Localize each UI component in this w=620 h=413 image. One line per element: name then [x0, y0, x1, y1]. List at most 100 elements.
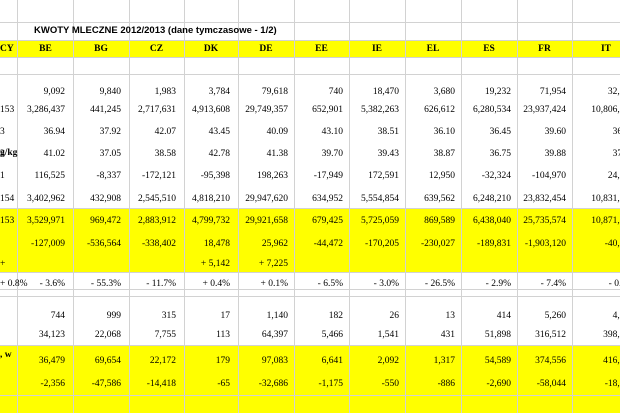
table-cell: 153 — [0, 216, 15, 226]
column-header-de: DE — [259, 44, 273, 54]
table-cell: 38.87 — [433, 149, 455, 159]
table-cell: -550 — [381, 379, 399, 389]
table-cell: 652,901 — [312, 105, 343, 115]
table-cell: -170,205 — [364, 239, 399, 249]
table-cell: 740 — [328, 87, 343, 97]
table-cell: -14,418 — [146, 379, 176, 389]
row-divider — [0, 289, 620, 290]
table-cell: 2,883,912 — [138, 216, 176, 226]
table-cell: - 0.4% — [608, 279, 620, 289]
table-cell: 5,725,059 — [361, 216, 399, 226]
table-cell: 6,280,534 — [473, 105, 511, 115]
column-header-it: IT — [600, 44, 612, 54]
table-cell: + 0.1% — [260, 279, 288, 289]
table-cell: -886 — [437, 379, 455, 389]
table-cell: 17 — [220, 311, 231, 321]
table-cell: 1 — [0, 171, 5, 181]
column-divider — [517, 0, 518, 413]
table-cell: 744 — [50, 311, 65, 321]
table-cell: -189,831 — [476, 239, 511, 249]
table-cell: -230,027 — [420, 239, 455, 249]
row-divider — [0, 345, 620, 346]
table-cell: 37.63 — [612, 149, 620, 159]
column-header-be: BE — [39, 44, 52, 54]
table-cell: 22,172 — [149, 356, 176, 366]
column-divider — [184, 0, 185, 413]
table-cell: 1,317 — [433, 356, 455, 366]
highlight-band — [0, 208, 620, 272]
table-cell: 3,529,971 — [27, 216, 65, 226]
table-cell: 2,545,510 — [138, 194, 176, 204]
table-cell: 23,832,454 — [523, 194, 566, 204]
column-header-bg: BG — [94, 44, 108, 54]
table-cell: 41.38 — [266, 149, 288, 159]
table-cell: 12,950 — [428, 171, 455, 181]
table-cell: 3,680 — [433, 87, 455, 97]
table-cell: 38.51 — [377, 127, 399, 137]
table-cell: 432,908 — [90, 194, 121, 204]
table-cell: 1,983 — [154, 87, 176, 97]
table-cell: 182 — [328, 311, 343, 321]
table-cell: -536,564 — [86, 239, 121, 249]
table-cell: 32,854 — [607, 87, 620, 97]
table-cell: 34,123 — [38, 330, 65, 340]
table-cell: -32,686 — [258, 379, 288, 389]
table-cell: 36.94 — [43, 127, 65, 137]
table-cell: 4,913,608 — [192, 105, 230, 115]
table-cell: 38.58 — [154, 149, 176, 159]
table-cell: -104,970 — [531, 171, 566, 181]
table-cell: 97,083 — [261, 356, 288, 366]
table-cell: + 5,142 — [200, 259, 230, 269]
table-cell: -47,586 — [91, 379, 121, 389]
row-label-gkg: g/kg — [0, 148, 18, 158]
highlight-band — [0, 345, 620, 413]
table-cell: -338,402 — [141, 239, 176, 249]
table-cell: 36.45 — [489, 127, 511, 137]
table-cell: 69,654 — [94, 356, 121, 366]
table-cell: 679,425 — [312, 216, 343, 226]
table-cell: 3,784 — [208, 87, 230, 97]
table-cell: 316,512 — [535, 330, 566, 340]
table-cell: 24,362 — [607, 171, 620, 181]
table-cell: 315 — [161, 311, 176, 321]
table-cell: 113 — [216, 330, 230, 340]
table-cell: 2,717,631 — [138, 105, 176, 115]
column-divider — [17, 0, 18, 413]
table-cell: + 7,225 — [258, 259, 288, 269]
table-cell: 37.05 — [99, 149, 121, 159]
table-cell: 4,799,732 — [192, 216, 230, 226]
table-cell: -95,398 — [200, 171, 230, 181]
column-divider — [294, 0, 295, 413]
table-cell: 39.70 — [321, 149, 343, 159]
table-cell: 969,472 — [90, 216, 121, 226]
table-cell: 54,589 — [484, 356, 511, 366]
table-cell: 374,556 — [535, 356, 566, 366]
column-header-ie: IE — [371, 44, 383, 54]
table-cell: 153 — [0, 105, 15, 115]
table-cell: 18,470 — [372, 87, 399, 97]
column-divider — [73, 0, 74, 413]
table-cell: 1,541 — [377, 330, 399, 340]
table-cell: - 55.3% — [90, 279, 121, 289]
table-cell: 634,952 — [312, 194, 343, 204]
table-cell: - 2.9% — [485, 279, 511, 289]
table-cell: 43.10 — [321, 127, 343, 137]
column-header-fr: FR — [538, 44, 551, 54]
table-cell: 5,466 — [321, 330, 343, 340]
column-header-dk: DK — [203, 44, 219, 54]
table-cell: 40.09 — [266, 127, 288, 137]
table-cell: - 7.4% — [540, 279, 566, 289]
table-cell: 441,245 — [90, 105, 121, 115]
table-cell: 431 — [440, 330, 455, 340]
table-cell: - 26.5% — [424, 279, 455, 289]
column-header-cz: CZ — [149, 44, 164, 54]
table-cell: 29,749,357 — [245, 105, 288, 115]
table-cell: 18,478 — [203, 239, 230, 249]
row-divider — [0, 57, 620, 58]
table-cell: -17,949 — [313, 171, 343, 181]
table-cell: 37.92 — [99, 127, 121, 137]
table-cell: 64,397 — [261, 330, 288, 340]
sheet-title: KWOTY MLECZNE 2012/2013 (dane tymczasowe… — [34, 25, 277, 36]
table-cell: 198,263 — [257, 171, 288, 181]
